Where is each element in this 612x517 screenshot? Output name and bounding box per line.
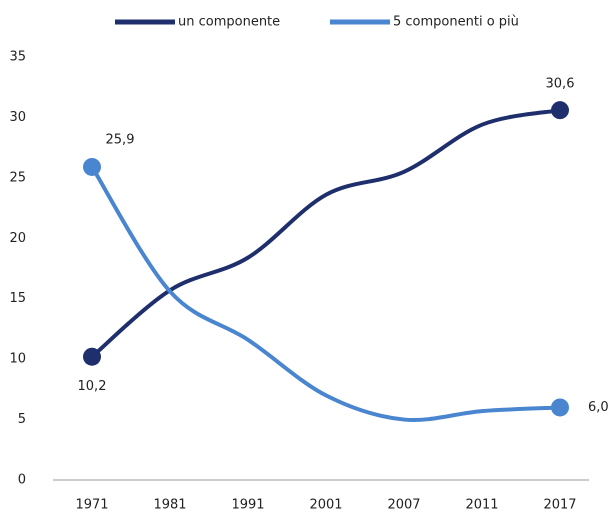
marker	[551, 101, 569, 120]
marker	[83, 157, 101, 176]
x-tick-label: 1981	[153, 498, 186, 513]
legend-label: 5 componenti o più	[393, 15, 519, 30]
data-label: 6,0	[588, 400, 609, 415]
y-tick-label: 35	[9, 50, 26, 65]
y-tick-label: 15	[9, 291, 26, 306]
legend-label: un componente	[178, 15, 280, 30]
y-tick-label: 25	[9, 170, 26, 185]
x-tick-label: 2017	[543, 498, 576, 513]
marker	[83, 347, 101, 366]
line	[90, 164, 562, 423]
y-tick-label: 5	[18, 412, 26, 427]
x-tick-label: 1971	[75, 498, 108, 513]
x-tick-label: 2011	[465, 498, 498, 513]
marker	[551, 398, 569, 417]
y-tick-label: 30	[9, 110, 26, 125]
y-tick-label: 20	[9, 231, 26, 246]
data-label: 10,2	[78, 379, 107, 394]
y-tick-label: 10	[9, 352, 26, 367]
x-tick-label: 2001	[309, 498, 342, 513]
x-tick-label: 2007	[387, 498, 420, 513]
line	[90, 108, 562, 359]
data-label: 30,6	[546, 77, 575, 92]
x-tick-label: 1991	[231, 498, 264, 513]
y-tick-label: 0	[18, 473, 26, 488]
data-label: 25,9	[106, 132, 135, 147]
